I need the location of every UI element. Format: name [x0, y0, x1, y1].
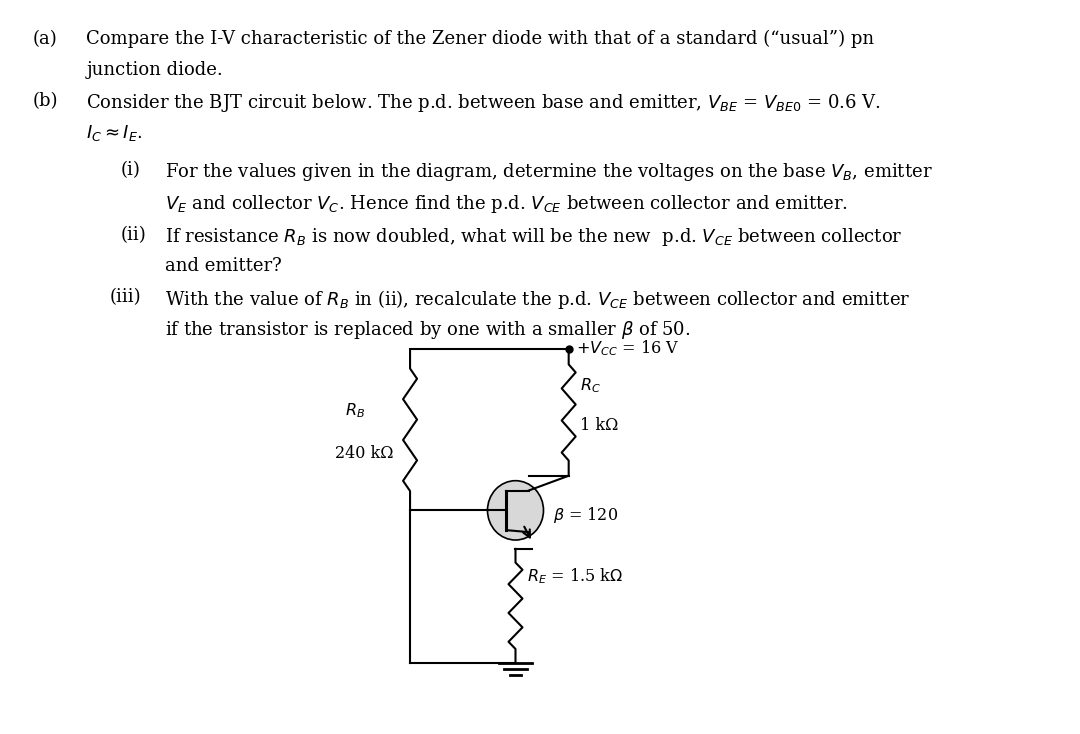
Text: If resistance $R_B$ is now doubled, what will be the new  p.d. $V_{CE}$ between : If resistance $R_B$ is now doubled, what… — [164, 225, 902, 247]
Text: 240 kΩ: 240 kΩ — [336, 445, 394, 462]
Text: $I_C \approx I_E.$: $I_C \approx I_E.$ — [86, 123, 143, 143]
Text: junction diode.: junction diode. — [86, 61, 224, 79]
Text: $R_B$: $R_B$ — [345, 401, 365, 420]
Text: For the values given in the diagram, determine the voltages on the base $V_B$, e: For the values given in the diagram, det… — [164, 161, 932, 184]
Circle shape — [487, 481, 543, 540]
Text: (a): (a) — [32, 30, 57, 48]
Text: Compare the I-V characteristic of the Zener diode with that of a standard (“usua: Compare the I-V characteristic of the Ze… — [86, 30, 875, 48]
Text: $+V_{CC}$ = 16 V: $+V_{CC}$ = 16 V — [576, 338, 679, 358]
Text: $V_E$ and collector $V_C$. Hence find the p.d. $V_{CE}$ between collector and em: $V_E$ and collector $V_C$. Hence find th… — [164, 192, 848, 214]
Text: (iii): (iii) — [109, 288, 141, 306]
Text: if the transistor is replaced by one with a smaller $\beta$ of 50.: if the transistor is replaced by one wit… — [164, 319, 690, 341]
Text: (ii): (ii) — [121, 225, 147, 244]
Text: (i): (i) — [121, 161, 140, 179]
Text: 1 kΩ: 1 kΩ — [580, 418, 618, 435]
Text: $\beta$ = 120: $\beta$ = 120 — [553, 505, 618, 526]
Text: and emitter?: and emitter? — [164, 257, 282, 275]
Text: Consider the BJT circuit below. The p.d. between base and emitter, $V_{BE}$ = $V: Consider the BJT circuit below. The p.d.… — [86, 92, 881, 115]
Text: (b): (b) — [32, 92, 57, 110]
Text: $R_C$: $R_C$ — [580, 376, 600, 395]
Text: With the value of $R_B$ in (ii), recalculate the p.d. $V_{CE}$ between collector: With the value of $R_B$ in (ii), recalcu… — [164, 288, 910, 311]
Text: $R_E$ = 1.5 k$\Omega$: $R_E$ = 1.5 k$\Omega$ — [527, 567, 623, 586]
